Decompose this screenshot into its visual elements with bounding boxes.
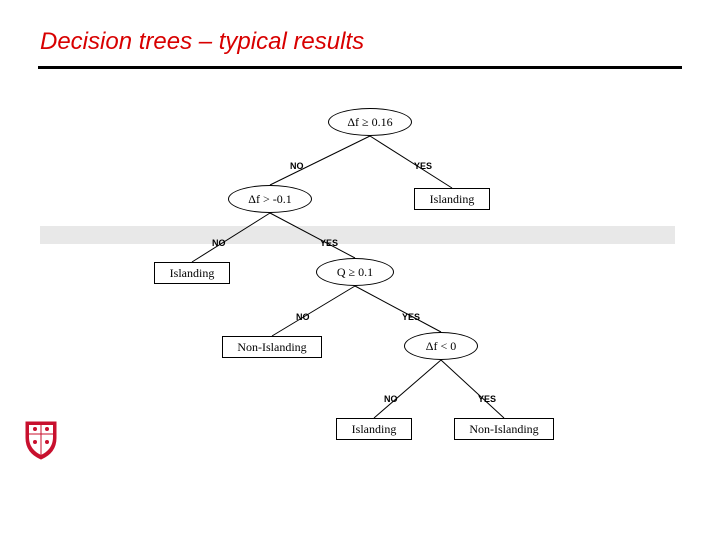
decision-node: Q ≥ 0.1 [316,258,394,286]
decision-node: Δf > -0.1 [228,185,312,213]
crest-icon [24,420,58,465]
edge-label: YES [320,238,338,248]
decision-node: Δf < 0 [404,332,478,360]
slide: Decision trees – typical results Δf ≥ 0.… [0,0,720,540]
leaf-node: Islanding [414,188,490,210]
edge-label: NO [296,312,310,322]
edge-label: YES [414,161,432,171]
edge-label: NO [212,238,226,248]
edge-label: NO [290,161,304,171]
edge-label: YES [402,312,420,322]
edge-label: NO [384,394,398,404]
leaf-node: Non-Islanding [222,336,322,358]
leaf-node: Islanding [336,418,412,440]
leaf-node: Islanding [154,262,230,284]
decision-node: Δf ≥ 0.16 [328,108,412,136]
leaf-node: Non-Islanding [454,418,554,440]
edge-label: YES [478,394,496,404]
